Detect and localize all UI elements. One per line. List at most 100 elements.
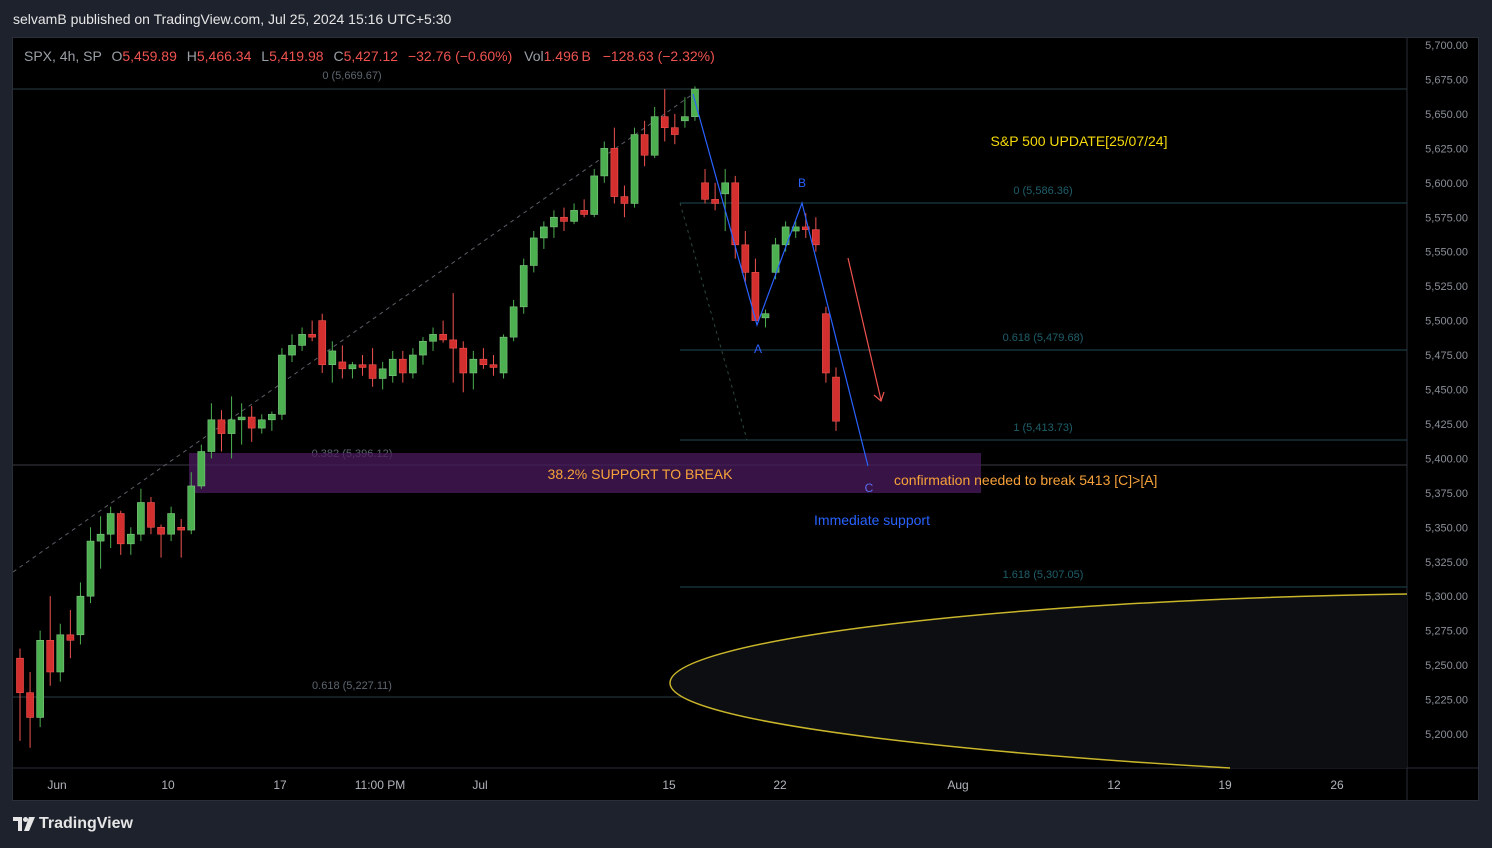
ohlc-legend[interactable]: SPX, 4h, SP O5,459.89 H5,466.34 L5,419.9… — [24, 48, 715, 64]
candle-up[interactable] — [388, 358, 397, 377]
projection-ellipse[interactable] — [669, 593, 1408, 769]
candle-up[interactable] — [721, 182, 730, 195]
candle-up[interactable] — [761, 313, 770, 319]
candle-down[interactable] — [308, 334, 316, 338]
candle-down[interactable] — [116, 513, 125, 545]
candle-down[interactable] — [610, 148, 619, 197]
candle-down[interactable] — [247, 416, 256, 429]
candle-up[interactable] — [86, 540, 95, 597]
candle-up[interactable] — [519, 265, 528, 308]
candle-down[interactable] — [398, 358, 407, 374]
candle-up[interactable] — [570, 210, 578, 222]
candle-up[interactable] — [409, 354, 417, 374]
candle-up[interactable] — [429, 334, 437, 342]
candle-up[interactable] — [76, 595, 85, 636]
price-tick-label: 5,325.00 — [1425, 557, 1468, 569]
candle-up[interactable] — [419, 340, 427, 356]
candle-up[interactable] — [106, 513, 115, 535]
candle-down[interactable] — [620, 196, 629, 204]
candle-down[interactable] — [479, 358, 488, 365]
candle-up[interactable] — [167, 513, 175, 535]
candle-up[interactable] — [509, 306, 518, 338]
candle-up[interactable] — [278, 354, 286, 415]
candle-down[interactable] — [801, 226, 810, 230]
candle-down[interactable] — [670, 127, 679, 135]
candle-down[interactable] — [660, 116, 669, 128]
candle-up[interactable] — [681, 116, 689, 122]
fib-left-0618-label: 0.618 (5,227.11) — [312, 680, 392, 692]
candle-up[interactable] — [237, 416, 246, 421]
candle-up[interactable] — [96, 533, 105, 542]
candle-down[interactable] — [832, 376, 840, 422]
candle-down[interactable] — [157, 526, 165, 535]
candle-down[interactable] — [318, 320, 327, 365]
candle-down[interactable] — [439, 334, 447, 341]
elliott-wave-path[interactable] — [692, 93, 869, 467]
candle-down[interactable] — [822, 313, 830, 374]
candle-up[interactable] — [227, 419, 236, 434]
candle-up[interactable] — [197, 451, 206, 487]
candle-down[interactable] — [711, 199, 719, 204]
candle-down[interactable] — [338, 361, 347, 370]
candle-down[interactable] — [751, 272, 760, 321]
time-tick-label: 10 — [161, 778, 175, 792]
support-zone-box[interactable] — [189, 453, 981, 493]
candle-down[interactable] — [741, 244, 750, 273]
publisher-line: selvamB published on TradingView.com, Ju… — [13, 11, 452, 27]
candle-up[interactable] — [529, 237, 538, 266]
time-axis[interactable]: Jun 10 17 11:00 PM Jul 15 22 Aug 12 19 26 — [47, 778, 1344, 792]
candle-down[interactable] — [812, 229, 820, 246]
candle-down[interactable] — [640, 134, 649, 156]
candle-up[interactable] — [298, 334, 306, 346]
candle-up[interactable] — [268, 414, 276, 421]
price-tick-label: 5,625.00 — [1425, 143, 1468, 155]
candle-up[interactable] — [126, 533, 135, 545]
candle-down[interactable] — [368, 364, 377, 379]
candle-down[interactable] — [217, 419, 226, 434]
price-tick-label: 5,600.00 — [1425, 178, 1468, 190]
candle-up[interactable] — [137, 502, 145, 535]
candle-down[interactable] — [147, 502, 155, 528]
price-tick-label: 5,350.00 — [1425, 522, 1468, 534]
candle-up[interactable] — [378, 368, 387, 379]
candle-up[interactable] — [630, 134, 639, 204]
candle-down[interactable] — [177, 526, 186, 531]
candle-up[interactable] — [36, 639, 44, 718]
candle-up[interactable] — [56, 634, 65, 673]
candle-up[interactable] — [469, 358, 478, 374]
candle-down[interactable] — [26, 692, 34, 718]
price-tick-label: 5,375.00 — [1425, 488, 1468, 500]
price-tick-label: 5,275.00 — [1425, 626, 1468, 638]
candle-down[interactable] — [66, 634, 75, 641]
candle-up[interactable] — [600, 148, 609, 177]
candle-down[interactable] — [46, 639, 55, 673]
candle-up[interactable] — [650, 116, 659, 156]
fib-right-1618-label: 1.618 (5,307.05) — [1003, 569, 1084, 581]
candle-up[interactable] — [781, 226, 790, 246]
price-axis[interactable]: 5,700.00 5,675.00 5,650.00 5,625.00 5,600.00… — [1425, 40, 1468, 741]
candle-up[interactable] — [207, 419, 216, 452]
tradingview-logo[interactable]: TradingView — [13, 815, 133, 833]
candle-down[interactable] — [580, 210, 588, 215]
candle-up[interactable] — [288, 345, 296, 356]
candle-up[interactable] — [348, 364, 357, 370]
candle-up[interactable] — [590, 175, 599, 215]
candle-up[interactable] — [187, 485, 196, 531]
time-tick-label: Aug — [947, 778, 968, 792]
candle-down[interactable] — [459, 347, 468, 374]
candle-down[interactable] — [358, 364, 367, 368]
time-tick-label: Jul — [472, 778, 487, 792]
candle-down[interactable] — [16, 657, 24, 693]
candle-up[interactable] — [540, 226, 548, 239]
price-tick-label: 5,525.00 — [1425, 281, 1468, 293]
candle-down[interactable] — [701, 182, 709, 200]
candle-up[interactable] — [771, 244, 780, 273]
candle-up[interactable] — [257, 419, 266, 429]
candle-up[interactable] — [328, 350, 337, 365]
candle-down[interactable] — [489, 364, 498, 368]
candle-down[interactable] — [560, 216, 568, 222]
candle-down[interactable] — [449, 339, 458, 349]
candle-up[interactable] — [499, 336, 508, 374]
candle-up[interactable] — [550, 216, 558, 228]
